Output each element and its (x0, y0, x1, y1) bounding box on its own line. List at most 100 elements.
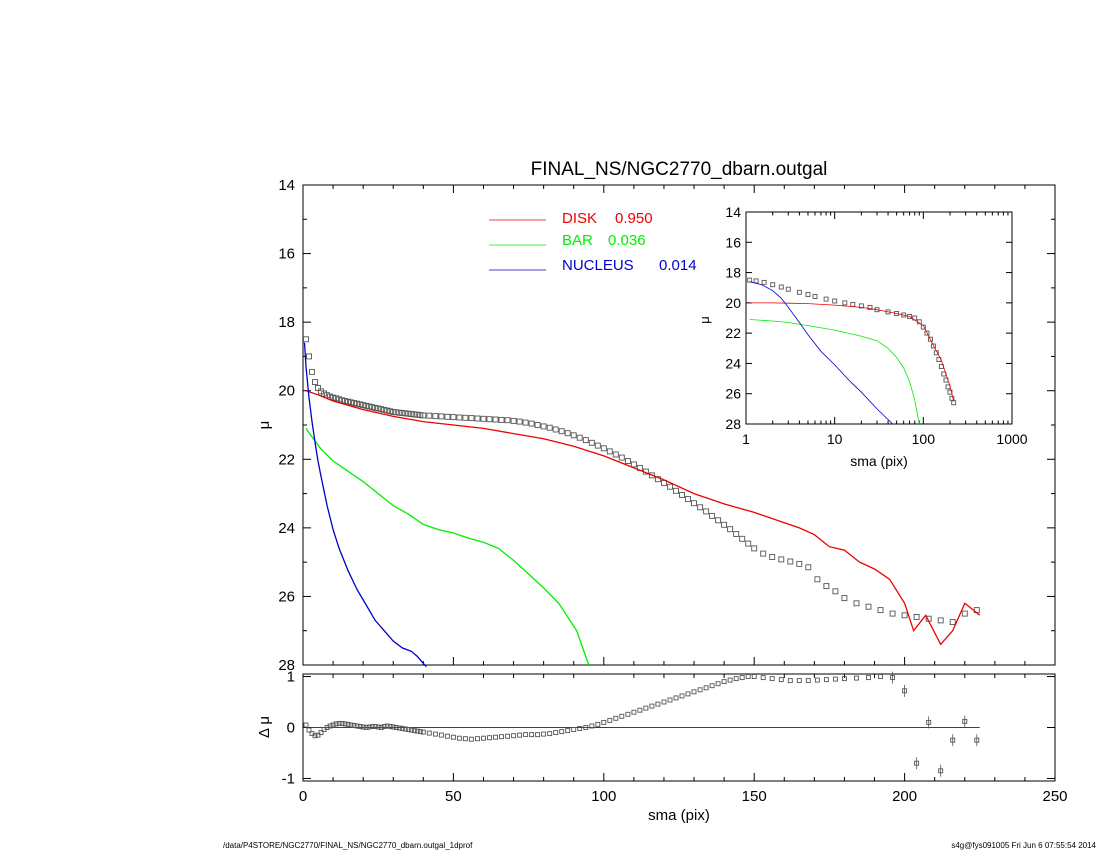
observed-point (949, 619, 956, 626)
observed-point (727, 526, 734, 533)
inset-nucleus-line (749, 281, 893, 425)
residual-point (511, 733, 517, 739)
observed-point (330, 394, 337, 401)
disk-line (305, 390, 981, 646)
residual-point (333, 721, 339, 727)
legend: DISK 0.950 BAR 0.036 NUCLEUS 0.014 (489, 210, 697, 274)
observed-point (721, 521, 728, 528)
residual-point (456, 735, 462, 741)
residual-point (796, 678, 802, 684)
residual-point (577, 726, 583, 731)
residual-point (667, 697, 673, 703)
residual-point (697, 687, 703, 693)
inset-y-tick-label: 16 (725, 234, 741, 250)
observed-point (363, 402, 370, 409)
observed-point (396, 409, 403, 416)
footer-timestamp: s4g@fys091005 Fri Jun 6 07:55:54 2014 (951, 841, 1096, 850)
residual-point (487, 735, 492, 741)
residual-point (387, 724, 393, 729)
observed-point (739, 535, 746, 542)
main-y-tick-label: 18 (278, 314, 295, 331)
observed-point (360, 402, 367, 409)
residual-point (673, 695, 679, 701)
residual-point (475, 736, 480, 742)
inset-x-tick-label: 10 (827, 431, 843, 447)
main-y-tick-label: 22 (278, 451, 295, 468)
observed-point (303, 336, 309, 343)
residual-point (384, 723, 390, 729)
residual-point (902, 688, 908, 694)
observed-point (369, 404, 376, 411)
inset-observed-point (949, 395, 955, 401)
residual-point (390, 724, 396, 730)
residual-point (357, 724, 363, 729)
residual-point (411, 728, 417, 734)
observed-point (865, 603, 872, 610)
residual-point (351, 723, 357, 728)
residual-point (655, 701, 661, 707)
residual-point (745, 674, 751, 679)
residual-point (360, 724, 366, 730)
residual-point (601, 719, 607, 725)
residual-point (345, 721, 351, 727)
residual-point (649, 703, 655, 709)
observed-point (564, 430, 571, 437)
observed-point (745, 540, 752, 547)
inset-observed-point (858, 303, 864, 309)
observed-point (691, 500, 697, 507)
inset-observed-point (796, 289, 802, 295)
residual-point (637, 707, 643, 713)
observed-point (390, 409, 397, 415)
observed-point (312, 379, 318, 386)
observed-point (366, 403, 373, 410)
inset-x-tick-label: 1000 (996, 431, 1027, 447)
observed-point (733, 531, 740, 537)
residual-point (962, 718, 968, 724)
inset-x-tick-label: 1 (742, 431, 750, 447)
observed-point (444, 413, 451, 420)
observed-point (408, 411, 415, 417)
residual-point (381, 724, 387, 729)
residual-point (733, 676, 739, 682)
residual-point (369, 724, 375, 729)
legend-value-bar: 0.036 (608, 232, 646, 249)
residual-point (517, 732, 523, 738)
inset-y-tick-label: 18 (725, 265, 741, 281)
residual-xlabel: sma (pix) (648, 807, 710, 824)
inset-ylabel: μ (697, 316, 712, 324)
observed-point (504, 417, 511, 424)
inset-observed-point (778, 284, 784, 290)
observed-point (961, 610, 968, 617)
residual-point (974, 737, 980, 743)
observed-point (522, 419, 529, 426)
inset-observed-point (930, 343, 936, 349)
residual-point (878, 674, 883, 679)
observed-point (492, 416, 499, 423)
residual-x-tick-label: 100 (591, 788, 616, 805)
residual-point (832, 676, 838, 682)
observed-point (594, 442, 601, 449)
residual-point (327, 723, 333, 729)
residual-point (778, 677, 784, 683)
residual-point (914, 760, 920, 766)
residual-point (354, 723, 360, 729)
observed-point (327, 393, 334, 400)
observed-point (889, 610, 896, 617)
residual-point (583, 725, 589, 730)
observed-point (612, 451, 619, 458)
observed-point (570, 432, 577, 439)
observed-point (805, 564, 812, 571)
inset-observed-point (947, 389, 953, 395)
residual-point (324, 725, 330, 730)
residual-point (619, 713, 625, 719)
inset-observed-point (920, 324, 926, 330)
residual-point (769, 676, 775, 682)
observed-point (480, 415, 487, 422)
residual-point (739, 675, 745, 681)
observed-point (823, 583, 830, 590)
observed-point (796, 560, 803, 567)
observed-point (760, 550, 767, 557)
residual-point (363, 725, 369, 730)
inset-observed-point (927, 336, 933, 342)
main-y-tick-label: 20 (278, 383, 295, 400)
